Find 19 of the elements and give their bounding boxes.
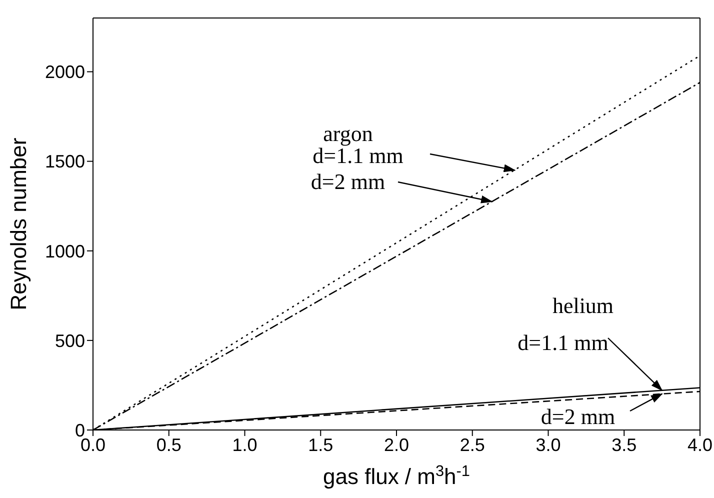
x-tick-label: 3.5 bbox=[612, 434, 637, 455]
annotation: d=2 mm bbox=[540, 404, 616, 429]
x-tick-label: 1.5 bbox=[308, 434, 334, 455]
x-tick-label: 3.0 bbox=[536, 434, 561, 455]
y-tick-label: 2000 bbox=[44, 62, 85, 82]
annotation: d=2 mm bbox=[310, 169, 386, 194]
x-tick-label: 1.0 bbox=[232, 434, 258, 455]
annotation: argon bbox=[323, 121, 373, 146]
x-tick-label: 2.5 bbox=[460, 434, 485, 455]
x-tick-label: 2.0 bbox=[384, 434, 410, 455]
y-tick-label: 1000 bbox=[44, 241, 85, 262]
x-tick-label: 4.0 bbox=[687, 434, 713, 455]
y-tick-label: 1500 bbox=[44, 152, 85, 172]
y-axis-title: Reynolds number bbox=[6, 138, 31, 310]
annotation: d=1.1 mm bbox=[518, 330, 608, 355]
annotation: helium bbox=[552, 293, 614, 318]
y-tick-label: 500 bbox=[54, 330, 85, 351]
x-tick-label: 0.5 bbox=[156, 434, 182, 455]
x-axis-title: gas flux / m$^{3}$h$^{-1}$ bbox=[323, 462, 470, 489]
